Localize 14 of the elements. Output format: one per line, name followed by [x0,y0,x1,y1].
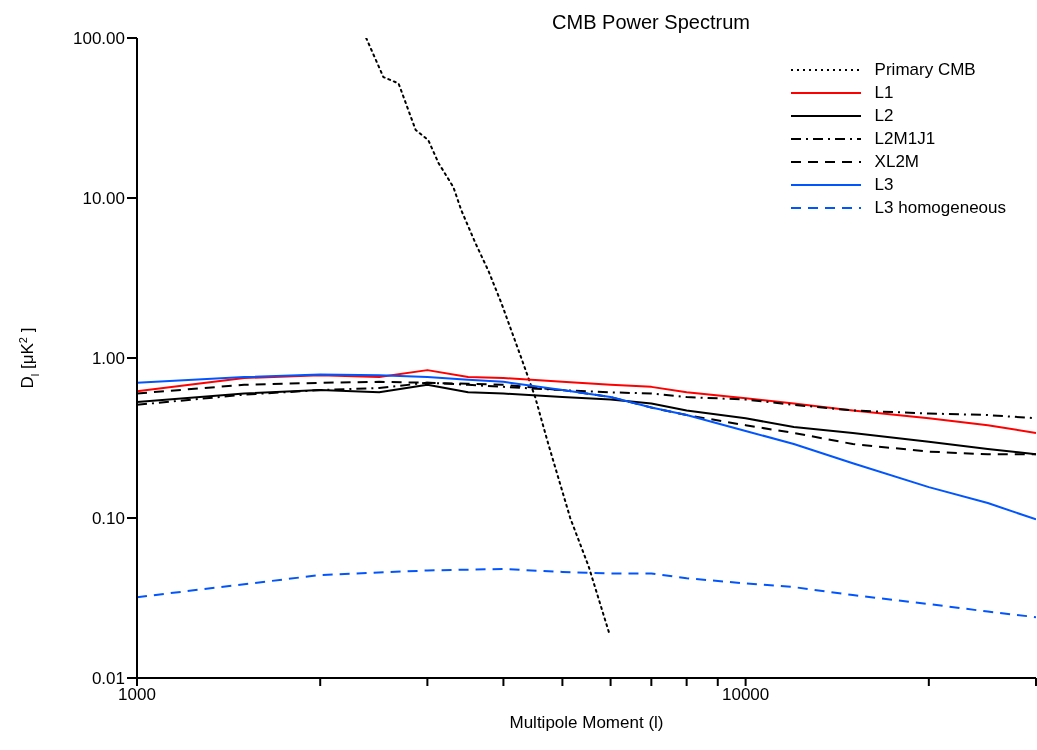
y-tick-label: 1.00 [91,349,125,369]
chart-title: CMB Power Spectrum [551,10,751,35]
legend-label: L3 [874,174,894,195]
legend-label: L1 [874,82,894,103]
y-tick-label: 10.00 [82,189,125,209]
x-axis-title: Multipole Moment (l) [509,713,664,732]
legend-label: XL2M [874,151,920,172]
legend-label: L3 homogeneous [874,197,1006,218]
x-tick-label: 10000 [721,685,770,705]
legend-label: Primary CMB [874,59,976,80]
legend-label: L2M1J1 [874,128,936,149]
legend-label: L2 [874,105,894,126]
y-tick-label: 100.00 [73,29,125,49]
y-tick-label: 0.10 [91,509,125,529]
